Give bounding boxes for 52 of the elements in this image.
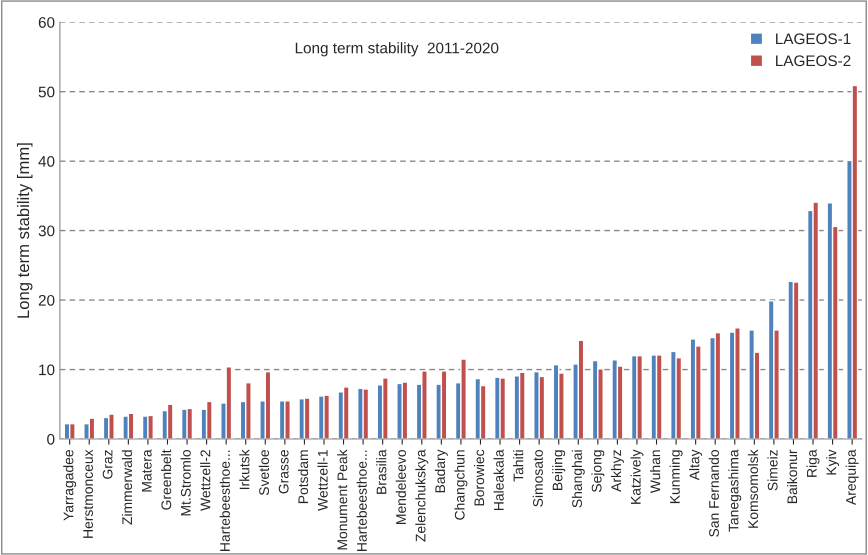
x-tick-label: Beijing [552,450,566,490]
x-tick-label: Badary [434,449,448,492]
y-tick-label: 50 [38,86,54,98]
x-tick-label: Riga [806,449,820,477]
x-tick-label: Simosato [532,450,543,507]
x-tick-label: Simeiz [767,450,778,490]
x-tick-label: Zimmerwald [122,450,132,525]
x-tick-label: Kunming [670,450,683,504]
x-tick-label: Hartebeesthoe... [220,450,230,551]
x-tick-label: Sejong [591,450,604,492]
x-tick-label: Matera [142,449,152,492]
x-tick-label: Grasse [278,450,289,494]
legend-label: LAGEOS-1 [776,33,850,44]
x-tick-label: Wettzell-1 [318,450,328,511]
x-tick-label: Zelenchukskya [415,449,428,542]
x-tick-label: Yarragadee [63,450,76,521]
x-tick-label: Arequipa [846,449,859,505]
x-tick-label: Graz [102,450,113,479]
x-tick-label: Baikonur [786,450,798,504]
x-tick-label: Monument Peak [337,449,348,550]
x-tick-label: Wuhan [650,450,660,494]
x-tick-label: Changchun [454,450,468,520]
x-tick-label: Hartebeesthoe... [356,450,367,551]
y-tick-label: 40 [38,156,54,167]
x-tick-label: Arkhyz [610,450,624,492]
y-tick-label: 10 [39,364,54,376]
x-tick-label: Potsdam [298,450,308,504]
text: Long term stability 2011-2020 [296,42,498,56]
x-tick-label: Mendeleevo [396,450,406,524]
x-tick-label: Haleakala [494,449,504,510]
x-tick-label: San Fernando [708,450,719,537]
y-tick-label: 60 [38,17,54,28]
x-tick-label: Tanegashima [728,449,742,532]
x-tick-label: Greenbelt [161,450,172,510]
x-tick-label: Herstmonceux [83,450,93,538]
x-tick-label: Svetloe [258,450,270,496]
x-tick-label: Kyiv [826,449,840,475]
x-tick-label: Brasilia [376,449,386,494]
x-tick-label: Shanghai [572,450,585,508]
x-tick-label: Katzively [630,449,644,504]
x-tick-label: Komsomolsk [748,449,758,528]
x-tick-label: Irkutsk [239,449,250,490]
x-tick-label: Wettzell-2 [200,450,210,511]
legend-label: LAGEOS-2 [776,55,850,66]
y-tick-label: 0 [47,434,54,445]
y-tick-label: 20 [38,294,54,306]
x-tick-label: Tahiti [513,450,524,482]
y-axis-title: Long term stability [mm] [16,143,32,318]
x-tick-label: Borowiec [474,450,484,506]
y-tick-label: 30 [38,225,54,236]
x-tick-label: Altay [689,449,702,480]
x-tick-label: Mt.Stromlo [180,450,191,516]
